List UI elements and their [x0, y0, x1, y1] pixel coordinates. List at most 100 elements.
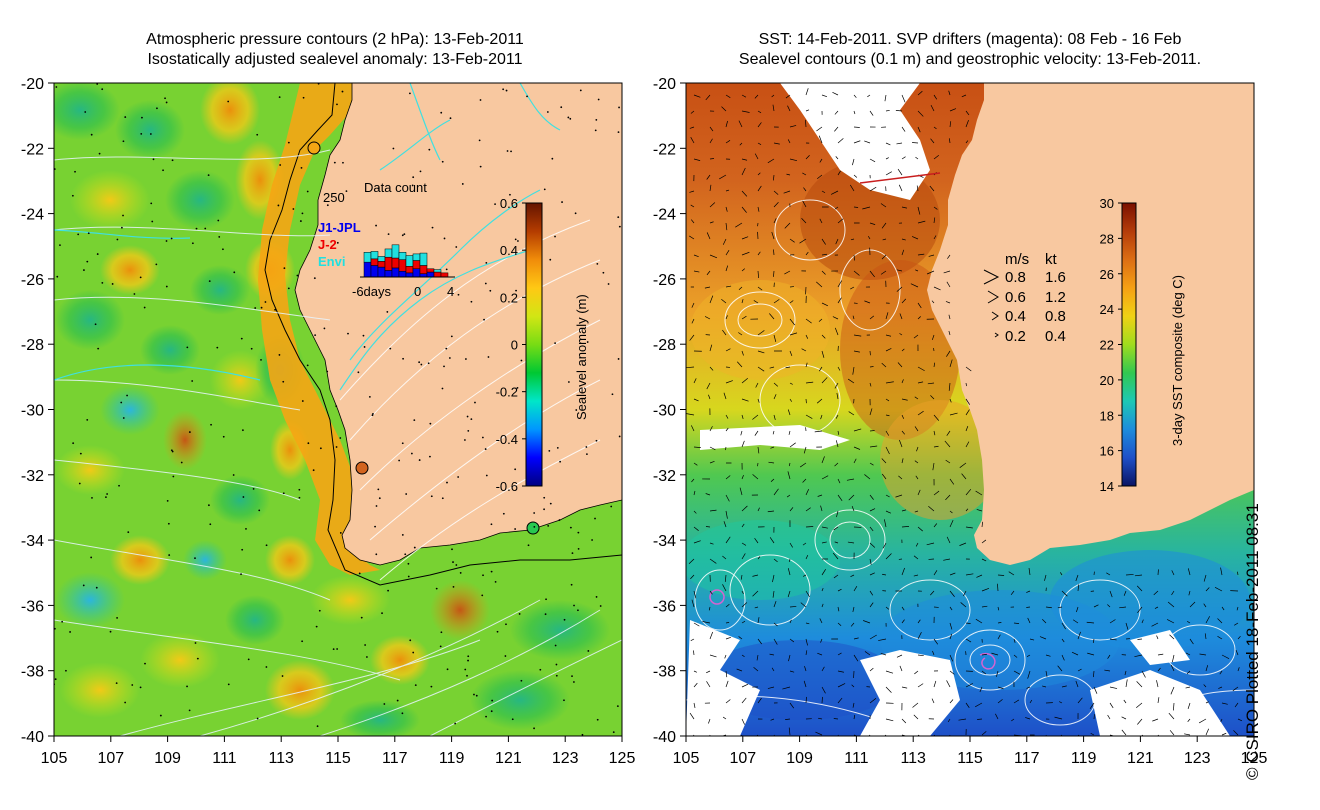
velocity-arrow — [1106, 572, 1111, 576]
velocity-arrow — [817, 174, 823, 179]
velocity-arrow — [805, 590, 810, 597]
velocity-arrow — [1061, 638, 1065, 643]
track-dot — [392, 147, 395, 150]
sla-colorbar-label: Sealevel anomaly (m) — [574, 294, 589, 420]
track-dot — [518, 613, 521, 615]
velocity-arrow — [1029, 638, 1035, 641]
velocity-arrow — [693, 462, 698, 466]
velocity-arrow — [975, 618, 983, 624]
track-dot — [326, 230, 329, 232]
velocity-arrow — [1059, 572, 1063, 576]
velocity-arrow — [741, 251, 750, 256]
velocity-arrow — [835, 238, 839, 245]
track-dot — [171, 159, 174, 162]
velocity-arrow — [850, 238, 855, 241]
velocity-arrow — [1136, 681, 1143, 688]
track-dot — [96, 253, 99, 255]
velocity-arrow — [915, 269, 919, 272]
track-dot — [339, 437, 342, 439]
velocity-arrow — [928, 254, 935, 257]
velocity-arrow — [1237, 636, 1241, 640]
velocity-legend-row: 0.8 1.6 — [983, 269, 1066, 286]
track-dot — [431, 226, 434, 229]
velocity-arrow — [976, 574, 983, 578]
track-dot — [186, 346, 189, 349]
velocity-arrow — [788, 727, 791, 736]
velocity-arrow — [789, 318, 796, 326]
velocity-arrow — [965, 441, 970, 448]
inset-bar-blue — [377, 266, 386, 278]
velocity-arrow — [753, 300, 759, 304]
velocity-arrow — [754, 430, 759, 436]
track-dot — [159, 714, 162, 717]
velocity-arrow — [965, 110, 970, 116]
velocity-arrow — [1172, 654, 1175, 663]
velocity-arrow — [949, 590, 955, 597]
velocity-arrow — [741, 190, 748, 197]
velocity-arrow — [821, 603, 824, 608]
velocity-legend-ms: 0.2 — [1005, 328, 1026, 345]
velocity-arrow — [885, 142, 891, 146]
velocity-arrow — [706, 270, 711, 276]
velocity-arrow — [725, 475, 731, 480]
velocity-arrow — [821, 686, 826, 694]
tide-gauge-marker — [307, 141, 321, 155]
track-dot — [302, 96, 305, 99]
right-xtick-label: 121 — [1127, 750, 1154, 767]
track-dot — [616, 705, 619, 708]
track-dot — [478, 139, 481, 142]
velocity-arrow — [965, 526, 973, 529]
velocity-arrow — [914, 510, 919, 513]
track-dot — [252, 487, 255, 490]
velocity-arrow — [881, 222, 887, 229]
velocity-arrow — [930, 590, 935, 596]
track-dot — [139, 686, 142, 689]
velocity-arrow — [933, 570, 938, 576]
track-dot — [533, 727, 535, 730]
velocity-arrow — [1071, 651, 1079, 656]
velocity-arrow — [721, 298, 727, 304]
velocity-arrow — [885, 718, 894, 722]
track-dot — [364, 644, 367, 646]
velocity-arrow — [1221, 654, 1230, 660]
track-dot — [414, 684, 417, 687]
velocity-arrow — [833, 526, 839, 531]
sea-level-contours — [686, 199, 1254, 736]
left-title: Atmospheric pressure contours (2 hPa): 1… — [60, 30, 610, 70]
velocity-arrow — [885, 553, 892, 560]
velocity-arrow — [1166, 619, 1175, 624]
velocity-arrow — [997, 634, 1001, 640]
track-dot — [617, 358, 620, 360]
velocity-arrow — [895, 110, 903, 112]
track-dot — [86, 260, 89, 263]
velocity-arrow — [722, 238, 727, 245]
velocity-arrow — [709, 509, 717, 512]
velocity-arrow — [869, 667, 874, 672]
track-dot — [97, 347, 100, 350]
track-dot — [490, 570, 493, 573]
velocity-arrow — [853, 654, 859, 662]
velocity-arrow — [725, 622, 730, 624]
track-dot — [483, 318, 485, 321]
velocity-arrow — [773, 558, 778, 563]
velocity-arrow — [709, 366, 714, 371]
velocity-arrow — [725, 189, 730, 192]
left-ytick-label: -40 — [21, 729, 44, 746]
track-dot — [487, 356, 490, 358]
velocity-arrow — [896, 142, 903, 145]
velocity-arrow — [782, 686, 791, 690]
velocity-arrow — [772, 590, 775, 598]
left-title-line1: Atmospheric pressure contours (2 hPa): 1… — [146, 31, 524, 48]
track-dot — [467, 429, 470, 432]
track-dot — [217, 219, 220, 222]
velocity-arrow — [690, 110, 695, 114]
track-dot — [543, 496, 546, 499]
track-dot — [466, 674, 468, 677]
track-dot — [556, 446, 559, 449]
velocity-arrow — [885, 398, 890, 402]
velocity-arrow — [1072, 619, 1079, 624]
australia-landmass-right — [927, 83, 1254, 565]
velocity-arrow — [1189, 638, 1194, 645]
track-dot — [465, 358, 467, 360]
velocity-arrow — [930, 104, 935, 112]
